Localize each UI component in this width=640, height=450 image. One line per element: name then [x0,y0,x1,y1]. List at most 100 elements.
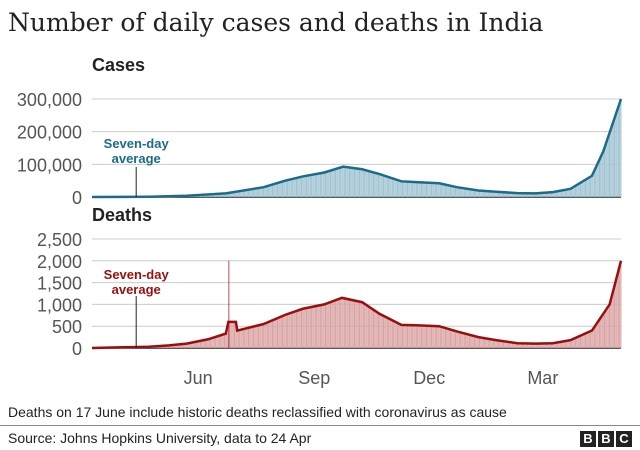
daily-bar [335,168,337,197]
daily-bar [222,334,224,348]
daily-bar [215,336,217,348]
daily-bar [448,329,450,348]
daily-bar [590,176,592,197]
daily-bar [437,326,439,348]
daily-bar [299,309,301,348]
daily-bar [218,193,220,197]
daily-bar [215,193,217,197]
daily-bar [340,298,342,348]
daily-bar [539,193,541,197]
daily-bar [332,169,334,197]
daily-bar [471,189,473,197]
daily-bar [485,338,487,348]
daily-bar [410,325,412,348]
daily-bar [578,336,580,348]
daily-bar [380,314,382,348]
daily-bar [337,168,339,197]
daily-bar [606,140,608,197]
daily-bar [347,299,349,348]
daily-bar [189,342,191,348]
daily-bar [282,315,284,348]
daily-bar [582,334,584,348]
daily-bar [222,193,224,197]
daily-bar [569,340,571,348]
daily-bar [530,343,532,348]
daily-bar [508,192,510,197]
daily-bar [202,340,204,348]
daily-bar [433,325,435,348]
daily-bar [579,335,582,348]
daily-bar [447,185,449,197]
daily-bar [497,340,499,348]
daily-bar [528,343,530,348]
daily-bar [510,192,512,197]
daily-bar [515,193,517,197]
daily-bar [211,338,213,348]
daily-bar [167,345,169,348]
daily-bar [463,188,465,197]
daily-bar [558,190,560,197]
daily-bar [340,167,342,197]
daily-bar [364,303,366,348]
daily-bar [384,316,386,348]
daily-bar [365,304,367,348]
daily-bar [398,323,400,348]
daily-bar [442,184,444,197]
daily-bar [562,190,564,197]
daily-bar [548,192,550,197]
daily-bar [614,117,616,197]
daily-bar [352,300,354,348]
daily-bar [609,132,611,197]
daily-bar [603,311,606,348]
daily-bar [504,192,506,197]
daily-bar [323,304,325,348]
daily-bar [409,181,411,197]
daily-bar [429,182,431,197]
daily-bar [454,331,457,348]
daily-bar [328,170,330,197]
daily-bar [539,343,541,348]
daily-bar [452,186,454,197]
daily-bar [535,193,537,197]
daily-bar [290,179,292,197]
daily-bar [370,171,372,197]
daily-bar [603,147,606,197]
daily-bar [196,341,198,348]
daily-bar [356,168,358,197]
daily-bar [588,177,590,197]
daily-bar [371,308,373,348]
daily-bar [428,325,430,348]
daily-bar [295,310,297,348]
daily-bar [357,168,359,197]
daily-bar [529,343,531,348]
daily-bar [404,181,406,197]
daily-bar [457,331,459,348]
daily-bar [342,298,344,348]
daily-bar [223,193,225,197]
daily-bar [313,306,315,348]
daily-bar [256,188,258,197]
daily-bar [308,175,310,197]
daily-bar [321,304,323,348]
daily-bar [501,341,503,348]
daily-bar [591,175,593,197]
daily-bar [429,325,431,348]
daily-bar [520,343,522,348]
daily-bar [414,182,416,197]
daily-bar [513,342,515,348]
daily-bar [537,343,539,348]
daily-bar [521,343,523,348]
daily-bar [230,192,232,197]
daily-bar [563,341,565,348]
daily-bar [588,331,590,348]
daily-bar [250,327,252,348]
y-tick-label: 100,000 [17,155,82,175]
daily-bar [193,342,195,348]
daily-bar [516,343,518,348]
daily-bar [615,280,617,348]
daily-bar [414,325,416,348]
daily-bar [442,327,444,348]
daily-bar [179,344,181,348]
daily-bar [533,193,535,197]
